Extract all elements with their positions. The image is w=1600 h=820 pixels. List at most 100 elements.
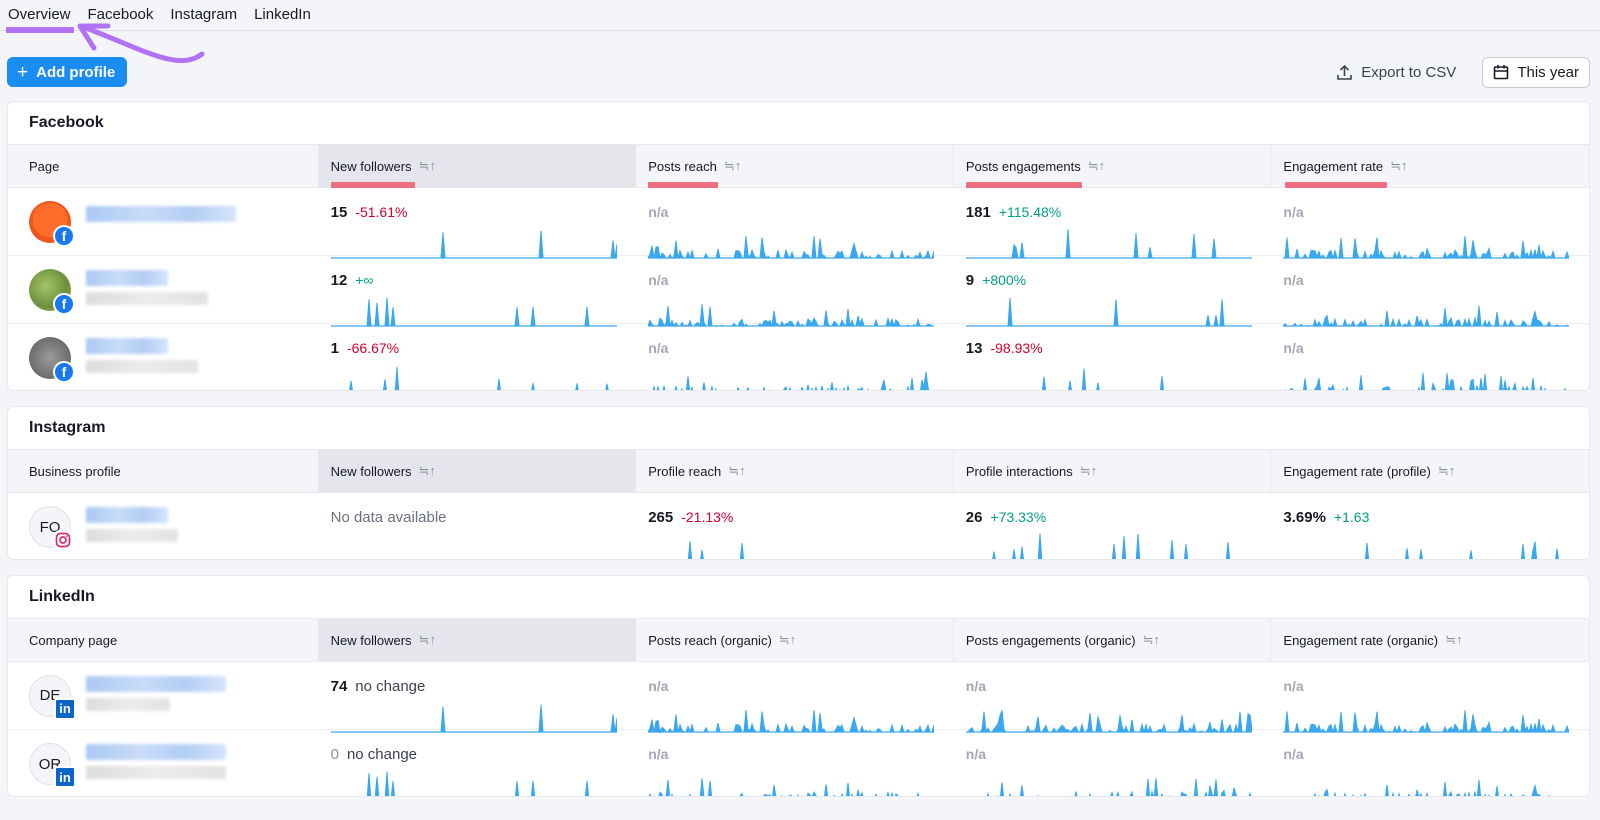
header-label: New followers: [330, 463, 412, 479]
header-label: New followers: [330, 632, 412, 648]
tab-overview[interactable]: Overview: [8, 6, 71, 23]
sparkline-chart: [965, 710, 1252, 734]
metric-number: 265: [648, 509, 674, 526]
metric-cell: n/a: [953, 730, 1271, 796]
profile-handle-redacted: [86, 360, 198, 373]
header-new-followers[interactable]: New followers ≒↑: [317, 619, 636, 661]
metric-cell: n/a: [1270, 662, 1589, 734]
not-available-label: n/a: [1283, 204, 1304, 220]
metric-number: 9: [965, 272, 975, 289]
metric-value: 181 +115.48%: [966, 204, 1259, 222]
metric-delta: +800%: [982, 272, 1027, 288]
header-label: Profile interactions: [965, 463, 1073, 479]
header-posts-engagements-organic[interactable]: Posts engagements (organic) ≒↑: [952, 619, 1271, 661]
avatar: FO: [29, 506, 74, 551]
table-row[interactable]: DE in 74 no change n/a n/a n/a: [8, 662, 1589, 734]
tab-linkedin[interactable]: LinkedIn: [254, 6, 311, 23]
metric-value: n/a: [648, 272, 941, 290]
metric-delta: +1.63: [1333, 509, 1370, 525]
metric-cell: n/a: [1270, 324, 1589, 390]
top-nav: Overview Facebook Instagram LinkedIn: [0, 0, 1600, 33]
sort-icon[interactable]: ≒↑: [418, 632, 436, 647]
header-new-followers[interactable]: New followers ≒↑: [317, 145, 636, 188]
metric-delta: -51.61%: [355, 204, 408, 220]
metric-number: 1: [330, 340, 339, 357]
header-profile-interactions[interactable]: Profile interactions ≒↑: [952, 450, 1271, 492]
metric-cell: 9 +800%: [953, 256, 1271, 327]
not-available-label: n/a: [648, 204, 669, 220]
header-engagement-rate-organic[interactable]: Engagement rate (organic) ≒↑: [1270, 619, 1589, 661]
metric-cell: 15 -51.61%: [318, 188, 636, 259]
plus-icon: +: [17, 61, 29, 83]
header-posts-reach-organic[interactable]: Posts reach (organic) ≒↑: [635, 619, 953, 661]
instagram-table-header: Business profile New followers ≒↑ Profile…: [8, 449, 1589, 493]
metric-value: n/a: [648, 746, 941, 764]
profile-cell[interactable]: f: [8, 188, 318, 255]
metric-delta: +73.33%: [990, 509, 1047, 525]
tab-facebook[interactable]: Facebook: [87, 6, 154, 23]
header-new-followers[interactable]: New followers ≒↑: [317, 450, 636, 492]
table-row[interactable]: f 12 +∞ n/a 9 +800% n/a: [8, 256, 1589, 328]
sort-icon[interactable]: ≒↑: [1390, 158, 1408, 173]
profile-cell[interactable]: DE in: [8, 662, 318, 729]
header-engagement-rate[interactable]: Engagement rate ≒↑: [1270, 145, 1589, 188]
profile-cell[interactable]: f: [8, 324, 318, 390]
header-label: Page: [29, 158, 60, 174]
header-engagement-rate-profile[interactable]: Engagement rate (profile) ≒↑: [1270, 450, 1589, 492]
header-profile-reach[interactable]: Profile reach ≒↑: [635, 450, 953, 492]
sort-icon[interactable]: ≒↑: [418, 158, 436, 173]
profile-handle-redacted: [86, 529, 178, 542]
export-csv-button[interactable]: Export to CSV: [1336, 64, 1456, 81]
metric-value: 0 no change: [331, 746, 624, 764]
metric-cell: n/a: [635, 188, 953, 260]
metric-cell: 3.69% +1.63: [1270, 493, 1589, 559]
sort-icon[interactable]: ≒↑: [1087, 158, 1106, 173]
sort-icon[interactable]: ≒↑: [1445, 632, 1463, 647]
metric-value: n/a: [1283, 272, 1577, 290]
date-range-label: This year: [1517, 63, 1579, 81]
sparkline-chart: [648, 304, 935, 328]
sparkline-chart: [648, 236, 935, 260]
profile-cell[interactable]: f: [8, 256, 318, 323]
table-row[interactable]: f 15 -51.61% n/a 181 +115.48% n/a: [8, 188, 1589, 260]
date-range-button[interactable]: This year: [1482, 56, 1590, 88]
not-available-label: n/a: [648, 340, 669, 356]
profile-cell[interactable]: OR in: [8, 730, 318, 796]
profile-handle-redacted: [86, 292, 208, 305]
metric-delta: -21.13%: [681, 509, 734, 525]
header-posts-reach[interactable]: Posts reach ≒↑: [635, 145, 953, 188]
header-label: Engagement rate (organic): [1283, 632, 1439, 648]
metric-cell: n/a: [1270, 256, 1589, 328]
header-label: Posts reach: [648, 158, 717, 174]
sort-icon[interactable]: ≒↑: [1079, 463, 1098, 478]
not-available-label: n/a: [648, 678, 669, 694]
profile-cell[interactable]: FO: [8, 493, 318, 559]
metric-number: 74: [330, 678, 348, 695]
header-label: Engagement rate (profile): [1283, 463, 1431, 479]
annotation-arrow-icon: [77, 23, 205, 64]
sort-icon[interactable]: ≒↑: [1437, 463, 1456, 478]
metric-value: 74 no change: [331, 678, 624, 696]
metric-value: n/a: [1283, 340, 1577, 358]
table-row[interactable]: FO No data available 265 -21.13% 26 +73.33% 3.…: [8, 493, 1589, 559]
sparkline-chart: [1283, 236, 1570, 260]
sparkline-chart: [965, 297, 1252, 327]
sort-icon[interactable]: ≒↑: [418, 463, 436, 478]
table-row[interactable]: f 1 -66.67% n/a 13 -98.93% n/a: [8, 324, 1589, 390]
sort-icon[interactable]: ≒↑: [723, 158, 742, 173]
sort-icon[interactable]: ≒↑: [1142, 632, 1161, 647]
add-profile-button[interactable]: + Add profile: [7, 57, 128, 87]
profile-handle-redacted: [86, 766, 226, 779]
sort-icon[interactable]: ≒↑: [778, 632, 797, 647]
table-row[interactable]: OR in 0 no change n/a n/a n/a: [8, 730, 1589, 796]
sparkline-chart: [1283, 305, 1570, 328]
metric-value: 13 -98.93%: [966, 340, 1259, 358]
metric-cell: n/a: [635, 324, 953, 390]
header-posts-engagements[interactable]: Posts engagements ≒↑: [952, 145, 1271, 188]
metric-cell: n/a: [1270, 730, 1589, 796]
sort-icon[interactable]: ≒↑: [728, 463, 746, 478]
metric-value: n/a: [966, 746, 1259, 764]
facebook-table-body: f 15 -51.61% n/a 181 +115.48% n/a f 12 +∞ n/a 9 +800…: [8, 188, 1589, 390]
tab-instagram[interactable]: Instagram: [170, 6, 238, 23]
header-business-profile: Business profile: [8, 450, 318, 492]
